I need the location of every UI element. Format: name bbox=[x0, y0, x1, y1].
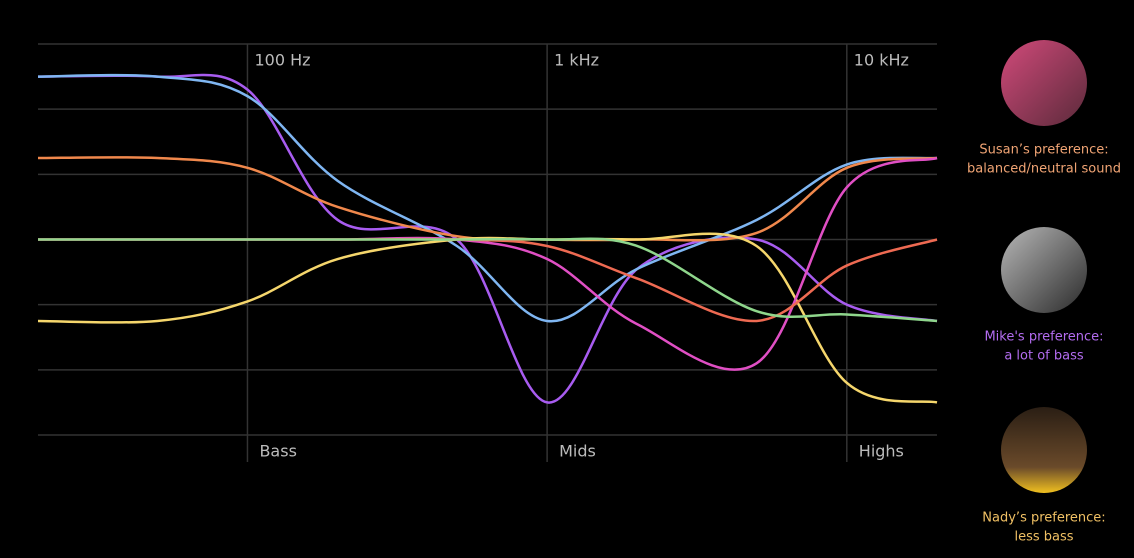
profile-label: a lot of bass bbox=[1004, 349, 1084, 364]
avatar bbox=[1001, 40, 1087, 126]
profile-label: less bass bbox=[1014, 530, 1073, 545]
x-tick-label: 1 kHz bbox=[554, 51, 599, 70]
band-label: Mids bbox=[559, 442, 596, 461]
profile-label: Nady’s preference: bbox=[982, 511, 1105, 526]
band-label: Bass bbox=[259, 442, 296, 461]
x-tick-label: 100 Hz bbox=[254, 51, 310, 70]
profile-label: balanced/neutral sound bbox=[967, 162, 1121, 177]
profile-label: Mike's preference: bbox=[984, 330, 1103, 345]
x-tick-label: 10 kHz bbox=[854, 51, 909, 70]
eq-curve bbox=[37, 73, 938, 404]
eq-curve bbox=[37, 237, 938, 323]
avatar bbox=[1001, 407, 1087, 493]
eq-curve bbox=[37, 73, 938, 323]
band-label: Highs bbox=[859, 442, 904, 461]
profile-label: Susan’s preference: bbox=[979, 143, 1108, 158]
avatar bbox=[1001, 227, 1087, 313]
